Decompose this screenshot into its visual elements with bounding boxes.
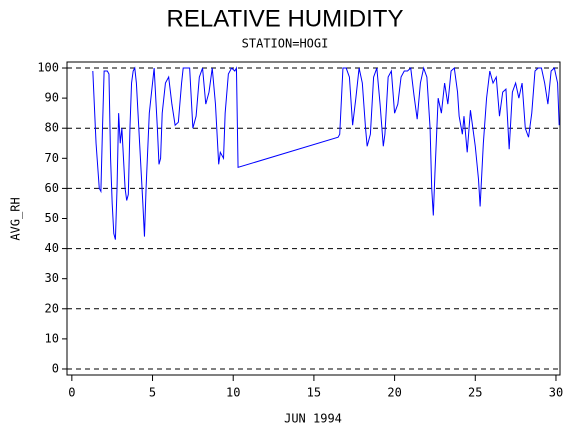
chart-subtitle: STATION=HOGI xyxy=(242,37,329,51)
x-tick-label: 0 xyxy=(68,386,75,400)
x-tick-label: 25 xyxy=(468,386,482,400)
data-line xyxy=(92,66,560,240)
x-tick-label: 15 xyxy=(307,386,321,400)
y-tick-label: 60 xyxy=(45,181,59,195)
x-axis-label: JUN 1994 xyxy=(284,412,342,426)
y-tick-label: 100 xyxy=(37,61,59,75)
y-tick-label: 0 xyxy=(52,361,59,375)
x-tick-label: 5 xyxy=(149,386,156,400)
y-tick-label: 40 xyxy=(45,241,59,255)
y-tick-label: 80 xyxy=(45,121,59,135)
y-tick-label: 10 xyxy=(45,331,59,345)
y-tick-label: 30 xyxy=(45,271,59,285)
y-tick-label: 20 xyxy=(45,301,59,315)
x-tick-label: 30 xyxy=(549,386,563,400)
y-tick-label: 90 xyxy=(45,91,59,105)
x-tick-label: 10 xyxy=(226,386,240,400)
y-tick-label: 50 xyxy=(45,211,59,225)
x-tick-label: 20 xyxy=(387,386,401,400)
chart-title: RELATIVE HUMIDITY xyxy=(167,5,404,32)
y-tick-label: 70 xyxy=(45,151,59,165)
y-axis-label: AVG_RH xyxy=(9,197,23,240)
